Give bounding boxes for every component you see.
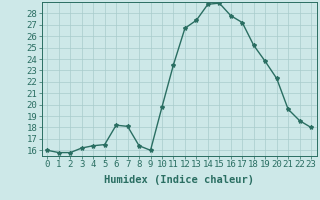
X-axis label: Humidex (Indice chaleur): Humidex (Indice chaleur) (104, 175, 254, 185)
